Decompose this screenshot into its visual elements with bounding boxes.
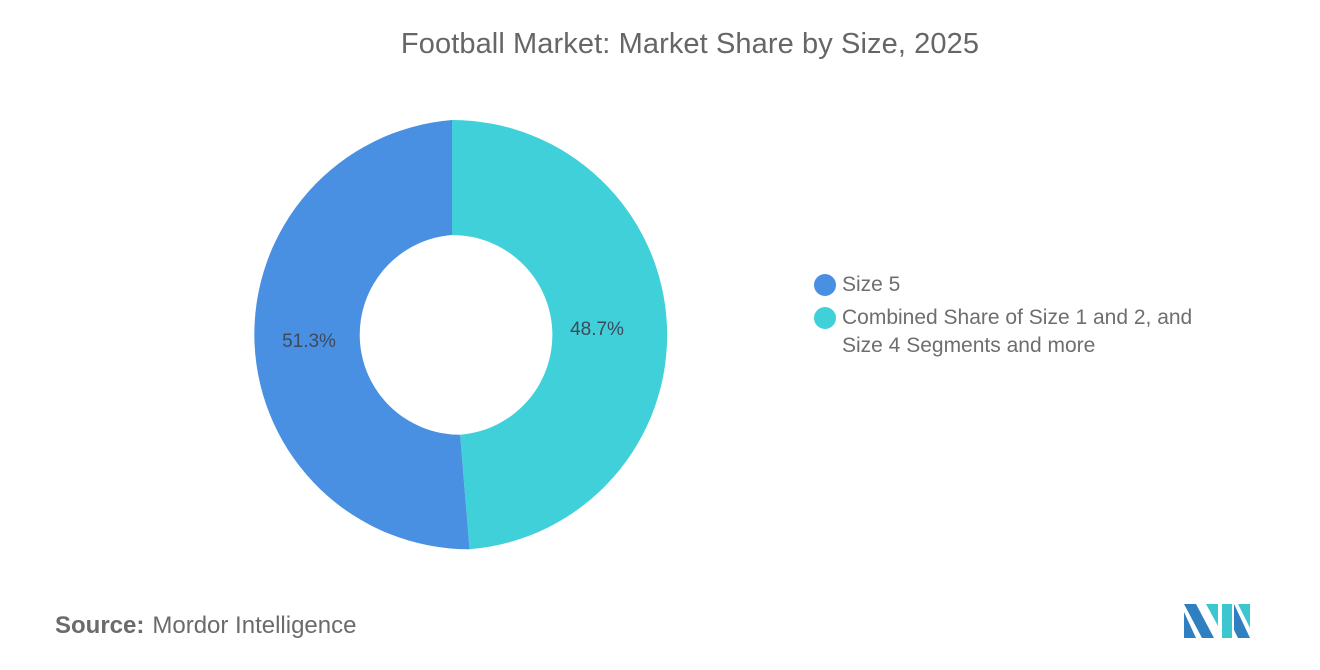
source-note: Source: Mordor Intelligence xyxy=(55,612,356,640)
mordor-intelligence-logo-icon xyxy=(1184,604,1250,638)
source-value: Mordor Intelligence xyxy=(152,612,357,639)
chart-title: Football Market: Market Share by Size, 2… xyxy=(400,28,980,60)
slice-size-5[interactable] xyxy=(254,120,470,550)
legend-item-combined-share[interactable]: Combined Share of Size 1 and 2, and Size… xyxy=(814,304,1234,360)
slice-combined-share[interactable] xyxy=(452,119,668,550)
slice-label-size-5: 51.3% xyxy=(282,331,336,352)
legend-label: Combined Share of Size 1 and 2, and Size… xyxy=(842,306,1193,357)
legend-item-size-5[interactable]: Size 5 xyxy=(814,271,1234,299)
legend: Size 5 Combined Share of Size 1 and 2, a… xyxy=(814,271,1234,365)
legend-label: Size 5 xyxy=(842,273,901,296)
legend-dot-icon xyxy=(814,307,836,329)
source-label: Source: xyxy=(55,612,145,639)
legend-dot-icon xyxy=(814,274,836,296)
slice-label-combined: 48.7% xyxy=(570,319,624,340)
